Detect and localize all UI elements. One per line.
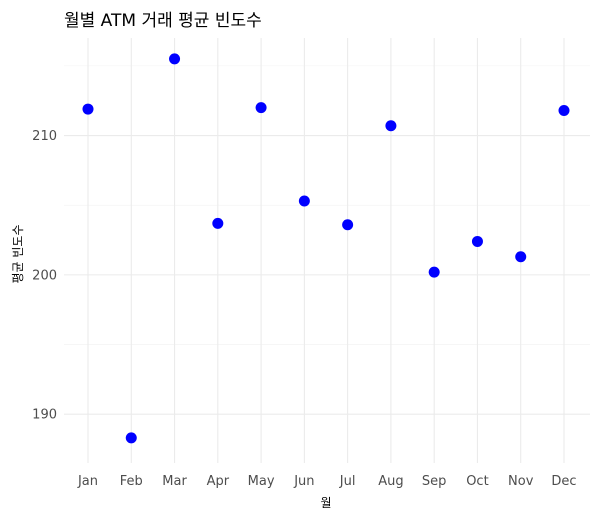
x-tick-label: Dec [551, 474, 576, 489]
data-point [169, 53, 181, 65]
data-point [471, 235, 483, 247]
data-point [428, 266, 440, 278]
x-tick-label: Jan [77, 474, 98, 489]
x-tick-label: Mar [162, 474, 187, 489]
x-axis-title: 월 [320, 496, 331, 510]
x-tick-label: Oct [466, 474, 488, 489]
x-tick-label: Sep [422, 474, 447, 489]
y-tick-label: 200 [32, 268, 57, 283]
data-point [385, 120, 397, 132]
x-tick-label: Nov [508, 474, 534, 489]
data-point [558, 104, 570, 116]
data-point [298, 195, 310, 207]
x-tick-label: Feb [120, 474, 143, 489]
y-tick-label: 210 [32, 129, 57, 144]
y-axis-title: 평균 빈도수 [11, 224, 25, 283]
x-tick-label: May [248, 474, 275, 489]
data-point [212, 217, 224, 229]
data-point [342, 219, 354, 231]
grid-layer [64, 38, 590, 463]
points-layer [82, 53, 570, 444]
chart-title: 월별 ATM 거래 평균 빈도수 [64, 11, 262, 31]
data-point [515, 251, 527, 263]
x-tick-label: Aug [378, 474, 403, 489]
data-point [82, 103, 94, 115]
x-tick-label: Jul [339, 474, 356, 489]
data-point [125, 432, 137, 444]
x-tick-label: Apr [207, 474, 230, 489]
y-tick-label: 190 [32, 408, 57, 423]
y-tick-labels: 190 200 210 [32, 129, 57, 423]
data-point [255, 102, 267, 114]
x-tick-label: Jun [293, 474, 314, 489]
x-tick-labels: Jan Feb Mar Apr May Jun Jul Aug Sep Oct Nov Dec [77, 474, 577, 489]
